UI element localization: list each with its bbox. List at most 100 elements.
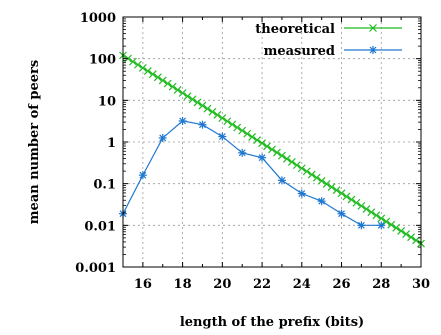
theoretical-point [148,70,157,79]
theoretical-point [367,208,376,217]
theoretical-point [248,132,257,141]
measured-point [138,171,147,180]
theoretical-point [208,107,217,116]
theoretical-point [228,120,237,129]
theoretical-point [332,186,341,195]
theoretical-point [253,136,262,144]
theoretical-point [268,145,276,154]
y-tick-label: 0.1 [93,178,116,193]
x-axis-ticks: 16 18 20 22 24 26 28 30 [122,17,430,292]
grid [123,17,421,267]
theoretical-point [372,211,381,220]
theoretical-point [133,60,142,69]
theoretical-point [392,223,401,232]
theoretical-point [347,195,356,204]
legend-marker-theoretical [369,24,377,32]
x-tick-label: 26 [332,277,350,292]
measured-point [377,221,386,230]
theoretical-point [163,79,172,88]
theoretical-point [138,63,147,72]
legend-marker-measured [369,46,377,54]
theoretical-point [337,189,346,198]
theoretical-point [129,57,137,66]
legend-label-theoretical: theoretical [255,22,335,37]
theoretical-point [407,233,415,242]
legend: theoretical measured [255,22,402,59]
y-axis-label: mean number of peers [27,60,42,224]
x-tick-label: 24 [293,277,311,292]
y-tick-label: 1000 [80,11,116,26]
theoretical-point [352,198,361,207]
series-theoretical [119,51,425,248]
measured-point [238,148,247,157]
theoretical-point [243,129,252,138]
theoretical-point [168,82,177,91]
theoretical-point [312,173,321,182]
theoretical-point [342,192,351,201]
measured-point [258,153,267,162]
theoretical-point [322,180,331,188]
theoretical-point [292,161,301,170]
measured-point [198,120,207,129]
theoretical-point [287,158,296,166]
theoretical-point [282,154,291,163]
x-tick-label: 20 [213,277,231,292]
theoretical-point [223,117,232,126]
theoretical-point [143,67,152,75]
measured-point [317,197,326,206]
theoretical-point [382,217,391,226]
measured-line [122,120,382,226]
theoretical-point [173,85,182,94]
x-tick-label: 18 [174,277,192,292]
theoretical-point [188,95,197,104]
theoretical-point [153,73,162,82]
y-tick-label: 100 [89,53,116,68]
theoretical-point [297,164,306,173]
theoretical-point [238,126,247,135]
measured-point [277,176,286,185]
theoretical-point [362,205,371,213]
x-tick-label: 16 [134,277,152,292]
theoretical-point [233,123,242,132]
legend-label-measured: measured [264,44,335,59]
x-tick-label: 22 [253,277,271,292]
theoretical-point [213,111,222,119]
measured-point [158,133,167,142]
theoretical-point [158,76,167,85]
measured-point [218,132,227,141]
y-tick-label: 1 [107,136,116,151]
theoretical-point [193,98,202,107]
measured-point [337,209,346,218]
theoretical-point [198,101,207,110]
theoretical-point [302,167,311,176]
y-axis-ticks: 0.001 0.01 0.1 1 10 100 1000 [75,11,421,276]
theoretical-point [387,220,396,229]
theoretical-point [263,142,271,151]
theoretical-point [218,114,227,123]
series-measured [119,116,386,230]
theoretical-point [178,89,187,97]
theoretical-point [377,214,386,223]
theoretical-point [258,139,266,148]
y-tick-label: 10 [98,94,116,109]
theoretical-point [307,170,316,179]
y-tick-label: 0.01 [84,219,116,234]
theoretical-point [278,151,286,160]
y-tick-label: 0.001 [75,261,116,276]
x-tick-label: 28 [372,277,390,292]
theoretical-point [357,201,366,210]
theoretical-point [183,92,192,101]
theoretical-point [317,176,326,185]
x-axis-label: length of the prefix (bits) [180,315,364,330]
theoretical-point [397,227,406,235]
theoretical-point [327,183,336,191]
theoretical-point [402,230,411,239]
measured-point [297,189,306,198]
measured-point [178,116,187,125]
measured-point [357,221,366,230]
plot-series [119,51,425,248]
theoretical-point [203,104,212,113]
theoretical-point [273,148,281,157]
x-tick-label: 30 [412,277,430,292]
